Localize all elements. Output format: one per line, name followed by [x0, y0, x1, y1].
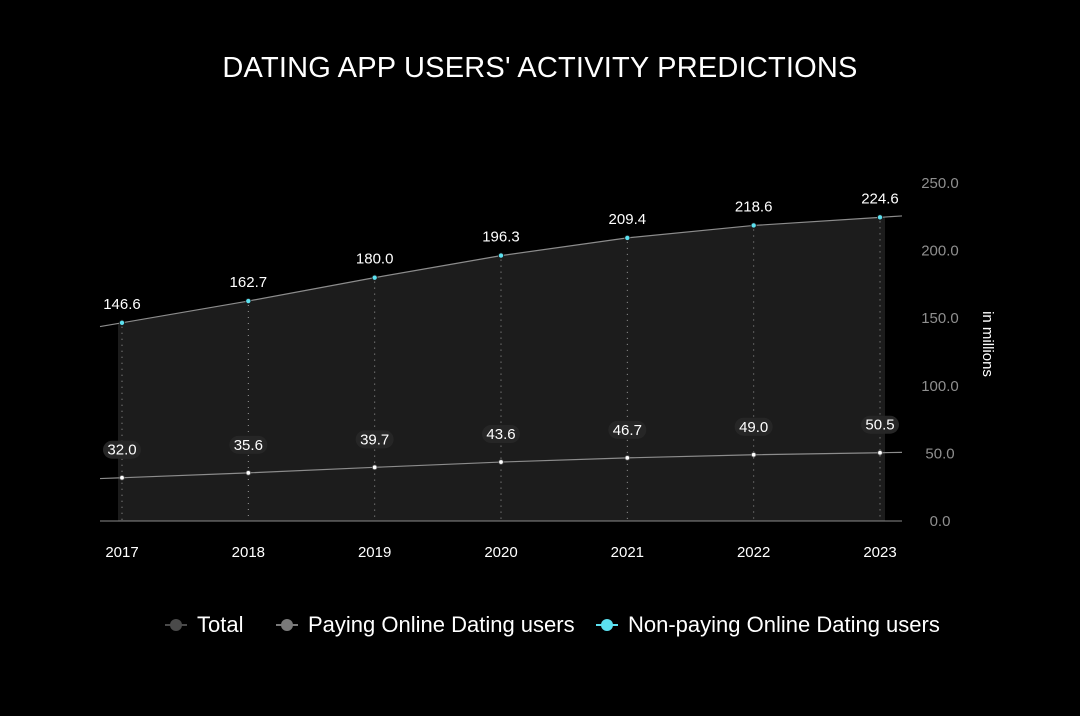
point-paying: [245, 470, 252, 476]
point-total: [371, 274, 378, 281]
data-label-pill: [229, 435, 268, 454]
data-label-total: 224.6: [861, 190, 899, 207]
x-tick-label: 2021: [611, 544, 644, 561]
area-total: [118, 217, 885, 521]
data-label-pill: [734, 417, 773, 436]
data-label-paying: 50.5: [865, 417, 894, 434]
point-paying: [371, 464, 378, 471]
data-label-paying: 49.0: [739, 419, 768, 436]
point-total: [497, 252, 504, 259]
y-tick-label: 0.0: [930, 513, 951, 530]
legend-item-nonpaying[interactable]: Non-paying Online Dating users: [596, 612, 940, 638]
point-paying: [498, 459, 504, 465]
y-axis-label: in millions: [979, 311, 996, 377]
data-label-total: 146.6: [103, 296, 141, 313]
x-tick-label: 2020: [484, 544, 517, 561]
data-label-total: 196.3: [482, 229, 520, 246]
data-label-total: 162.7: [230, 274, 268, 291]
x-tick-label: 2019: [358, 544, 391, 561]
point-total: [245, 298, 252, 305]
data-label-paying: 46.7: [613, 422, 642, 439]
legend-label-nonpaying: Non-paying Online Dating users: [628, 612, 940, 637]
x-tick-label: 2022: [737, 544, 770, 561]
legend-label-paying: Paying Online Dating users: [308, 612, 575, 637]
point-total: [750, 222, 757, 229]
y-tick-label: 200.0: [921, 243, 959, 260]
point-paying: [119, 475, 125, 481]
y-tick-label: 150.0: [921, 310, 959, 327]
data-label-pill: [608, 420, 647, 439]
point-total: [624, 234, 631, 241]
point-paying: [624, 455, 631, 461]
data-label-paying: 35.6: [234, 437, 263, 454]
legend-marker-paying: [276, 619, 298, 631]
x-tick-label: 2023: [863, 544, 896, 561]
data-label-pill: [355, 430, 394, 449]
data-label-pill: [103, 440, 141, 459]
legend-item-total[interactable]: Total: [165, 612, 243, 638]
chart-legend: Total Paying Online Dating users Non-pay…: [0, 612, 1080, 642]
legend-item-paying[interactable]: Paying Online Dating users: [276, 612, 575, 638]
data-label-total: 209.4: [609, 211, 647, 228]
legend-label-total: Total: [197, 612, 244, 637]
data-label-total: 218.6: [735, 198, 773, 215]
data-label-paying: 43.6: [486, 426, 515, 443]
x-tick-label: 2018: [232, 544, 265, 561]
data-label-paying: 32.0: [107, 442, 136, 459]
data-label-pill: [482, 425, 520, 444]
legend-marker-total: [165, 619, 187, 631]
data-label-pill: [861, 415, 899, 434]
legend-marker-nonpaying: [596, 619, 618, 631]
data-label-total: 180.0: [356, 251, 394, 268]
point-total: [877, 214, 884, 221]
point-total: [119, 319, 126, 326]
data-label-paying: 39.7: [360, 431, 389, 448]
y-tick-label: 100.0: [921, 378, 959, 395]
point-paying: [750, 452, 757, 458]
y-tick-label: 250.0: [921, 175, 959, 192]
x-tick-label: 2017: [105, 544, 138, 561]
chart-title: DATING APP USERS' ACTIVITY PREDICTIONS: [222, 52, 858, 84]
y-tick-label: 50.0: [925, 445, 954, 462]
point-paying: [877, 450, 883, 456]
